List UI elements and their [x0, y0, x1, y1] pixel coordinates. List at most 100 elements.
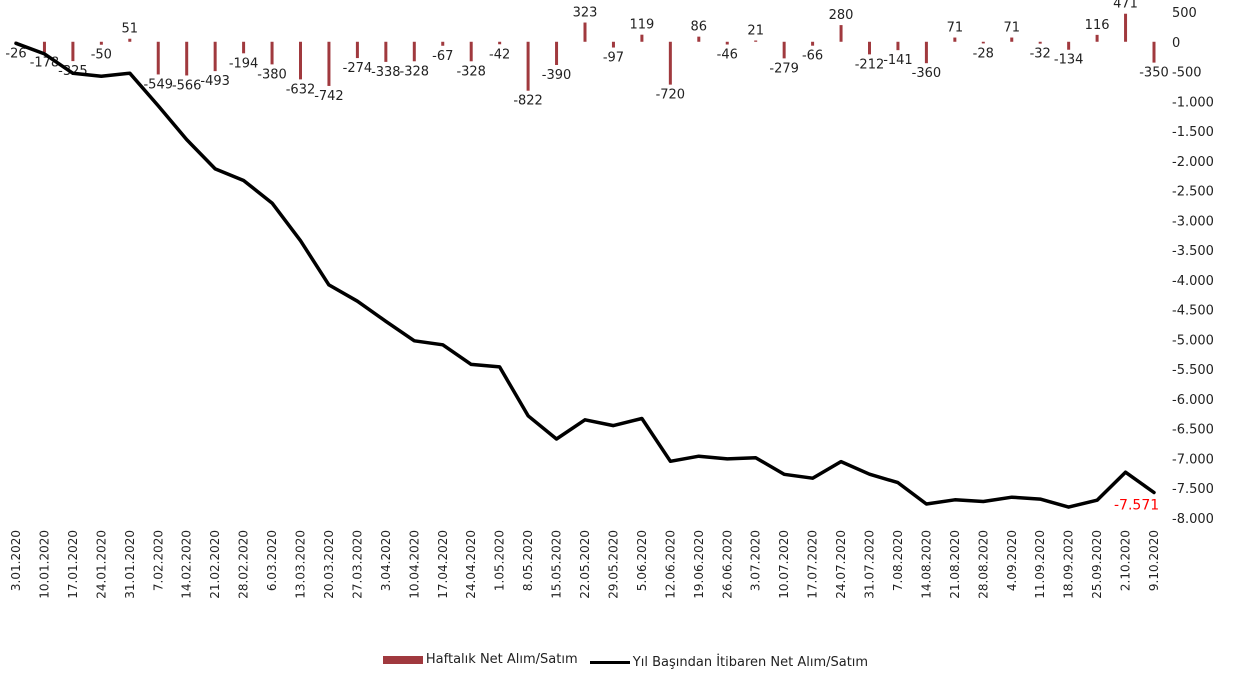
x-tick-label: 4.09.2020 — [1005, 530, 1019, 591]
y-tick-label: -7.000 — [1172, 452, 1214, 467]
bar — [270, 41, 274, 65]
bar — [1038, 41, 1042, 44]
legend-swatch-bar — [382, 655, 423, 664]
x-tick-label: 14.02.2020 — [180, 530, 194, 599]
y-tick-label: -5.000 — [1172, 333, 1214, 348]
x-tick-label: 10.01.2020 — [37, 530, 51, 599]
bar-data-label: 51 — [122, 22, 139, 37]
bar-data-label: -97 — [603, 51, 624, 66]
bar-data-label: -194 — [229, 56, 259, 71]
bar — [782, 41, 786, 59]
legend: Haftalık Net Alım/Satım Yıl Başından İti… — [0, 652, 1251, 670]
bar-data-label: -360 — [912, 66, 942, 81]
bar-data-label: 471 — [1113, 0, 1138, 12]
bar — [839, 25, 843, 42]
y-tick-label: 0 — [1172, 36, 1180, 51]
x-tick-label: 17.04.2020 — [436, 530, 450, 599]
x-tick-label: 17.07.2020 — [806, 530, 820, 599]
x-tick-label: 18.09.2020 — [1062, 530, 1076, 599]
bar-data-label: -350 — [1139, 66, 1169, 81]
bar-data-label: -134 — [1054, 53, 1084, 68]
bar — [981, 41, 985, 44]
y-tick-label: -3.500 — [1172, 244, 1214, 259]
x-tick-label: 3.01.2020 — [9, 530, 23, 591]
bar — [185, 41, 189, 76]
bar — [583, 22, 587, 42]
bar — [498, 41, 502, 45]
bar — [1095, 34, 1099, 42]
bar — [1152, 41, 1156, 63]
x-tick-label: 28.08.2020 — [976, 530, 990, 599]
bar — [811, 41, 815, 46]
y-tick-label: -7.500 — [1172, 482, 1214, 497]
bar-data-label: 86 — [691, 20, 708, 35]
bar — [555, 41, 559, 65]
bar — [725, 41, 729, 45]
bar — [611, 41, 615, 48]
bar — [924, 41, 928, 64]
bar — [128, 38, 132, 42]
bar-data-label: -212 — [855, 57, 885, 72]
x-tick-label: 1.05.2020 — [493, 530, 507, 591]
bar — [953, 37, 957, 42]
x-tick-label: 3.04.2020 — [379, 530, 393, 591]
x-tick-label: 19.06.2020 — [692, 530, 706, 599]
bar — [640, 34, 644, 42]
x-tick-label: 28.02.2020 — [237, 530, 251, 599]
y-tick-label: -2.500 — [1172, 185, 1214, 200]
bar-data-label: -67 — [432, 49, 453, 64]
x-tick-label: 12.06.2020 — [663, 530, 677, 599]
bar-data-label: -141 — [883, 53, 913, 68]
x-tick-label: 5.06.2020 — [635, 530, 649, 591]
bar — [668, 41, 672, 85]
x-tick-label: 3.07.2020 — [749, 530, 763, 591]
legend-swatch-line — [589, 660, 630, 664]
bar — [42, 41, 46, 53]
y-tick-label: -8.000 — [1172, 512, 1214, 527]
x-tick-label: 21.08.2020 — [948, 530, 962, 599]
y-tick-label: -1.000 — [1172, 95, 1214, 110]
x-tick-label: 24.07.2020 — [834, 530, 848, 599]
x-tick-label: 27.03.2020 — [350, 530, 364, 599]
y-tick-label: -3.000 — [1172, 214, 1214, 229]
bar — [355, 41, 359, 59]
weekly-bars — [14, 13, 1156, 91]
bar-data-label: -32 — [1030, 47, 1051, 62]
bar — [213, 41, 217, 72]
x-tick-label: 10.04.2020 — [407, 530, 421, 599]
y-tick-label: -6.000 — [1172, 393, 1214, 408]
bar-data-label: -46 — [717, 48, 738, 63]
bar-data-label: -632 — [286, 82, 316, 97]
x-tick-label: 14.08.2020 — [919, 530, 933, 599]
x-tick-label: 9.10.2020 — [1147, 530, 1161, 591]
bar-data-label: -42 — [489, 47, 510, 62]
x-tick-label: 10.07.2020 — [777, 530, 791, 599]
y-tick-label: -4.500 — [1172, 304, 1214, 319]
y-tick-label: -1.500 — [1172, 125, 1214, 140]
bar-data-label: -380 — [257, 67, 287, 82]
y-tick-label: -4.000 — [1172, 274, 1214, 289]
x-tick-label: 11.09.2020 — [1033, 530, 1047, 599]
y-tick-label: -2.000 — [1172, 155, 1214, 170]
x-tick-label: 13.03.2020 — [294, 530, 308, 599]
legend-label-cumulative: Yıl Başından İtibaren Net Alım/Satım — [632, 654, 869, 670]
bar — [1067, 41, 1071, 50]
bar-data-label: -66 — [802, 49, 823, 64]
bar — [868, 41, 871, 55]
bar — [754, 40, 758, 42]
bar — [441, 41, 445, 46]
bar-data-label: -493 — [200, 74, 230, 89]
bar — [99, 41, 103, 45]
bar-data-label: -742 — [314, 89, 344, 104]
bar — [384, 41, 388, 62]
bar-data-label: -822 — [513, 94, 543, 109]
bar — [242, 41, 246, 54]
bar-data-label: -279 — [769, 61, 799, 76]
bar-data-label: 71 — [947, 21, 964, 36]
bar — [697, 36, 701, 42]
x-tick-label: 17.01.2020 — [66, 530, 80, 599]
bar — [469, 41, 473, 62]
x-tick-label: 15.05.2020 — [550, 530, 564, 599]
x-tick-label: 7.08.2020 — [891, 530, 905, 591]
x-tick-label: 21.02.2020 — [208, 530, 222, 599]
